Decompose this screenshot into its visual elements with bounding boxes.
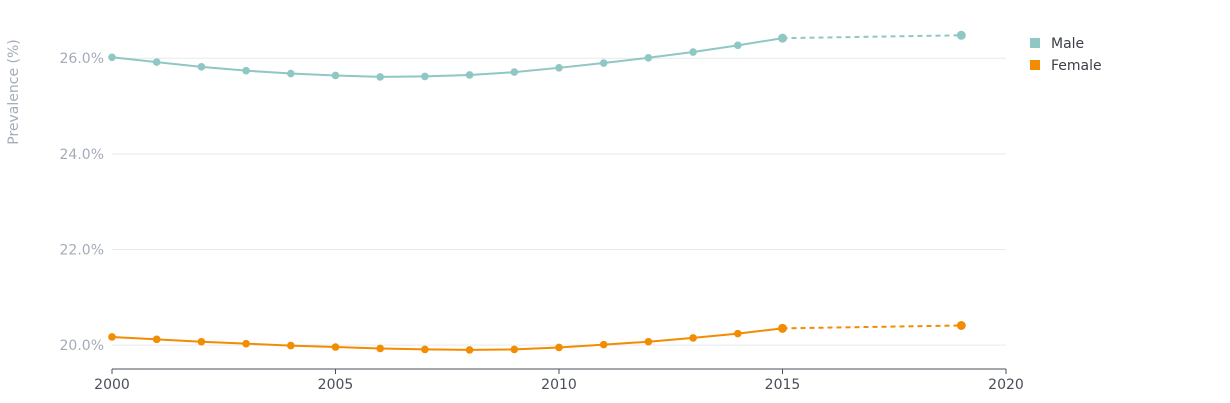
data-point-female[interactable] xyxy=(510,345,519,354)
data-point-female[interactable] xyxy=(778,323,787,333)
data-point-female[interactable] xyxy=(689,334,697,342)
data-point-female[interactable] xyxy=(152,335,161,344)
y-axis-title: Prevalence (%) xyxy=(6,39,22,145)
y-axis-ticks: 20.0% 22.0% 24.0% 26.0% xyxy=(60,51,104,354)
data-point-female[interactable] xyxy=(376,344,385,353)
data-point-female[interactable] xyxy=(331,343,340,351)
data-point-female[interactable] xyxy=(734,329,742,338)
data-point-male[interactable] xyxy=(734,41,742,50)
data-point-male[interactable] xyxy=(242,66,250,75)
x-tick-label: 2010 xyxy=(541,377,577,393)
series-female xyxy=(108,320,966,354)
data-point-male[interactable] xyxy=(108,53,116,62)
series-male xyxy=(108,30,966,81)
legend-swatch-male xyxy=(1030,38,1040,48)
gridlines xyxy=(112,57,1006,346)
series-projection-male xyxy=(782,34,962,40)
data-point-female[interactable] xyxy=(421,345,429,354)
series-line-female xyxy=(111,327,783,351)
data-point-male[interactable] xyxy=(152,58,161,66)
y-tick-label: 20.0% xyxy=(60,338,104,354)
y-tick-label: 22.0% xyxy=(60,242,104,258)
series-line-male xyxy=(111,37,783,78)
series-projection-female xyxy=(782,324,962,330)
data-point-female[interactable] xyxy=(197,337,206,346)
data-point-female[interactable] xyxy=(555,343,563,352)
data-point-male[interactable] xyxy=(376,73,385,81)
legend: Male Female xyxy=(1030,36,1102,74)
data-point-male[interactable] xyxy=(287,69,295,78)
data-point-male[interactable] xyxy=(778,33,787,43)
data-point-female[interactable] xyxy=(108,333,116,341)
x-tick-label: 2020 xyxy=(988,377,1024,393)
legend-swatch-female xyxy=(1030,60,1040,70)
data-point-female[interactable] xyxy=(956,320,966,330)
data-point-male[interactable] xyxy=(331,71,340,80)
x-axis: 2000 2005 2010 2015 2020 xyxy=(94,368,1024,393)
x-tick-label: 2000 xyxy=(94,377,130,393)
data-point-male[interactable] xyxy=(599,59,608,67)
data-point-female[interactable] xyxy=(644,337,653,346)
y-tick-label: 26.0% xyxy=(60,51,104,67)
y-tick-label: 24.0% xyxy=(60,147,104,163)
x-tick-label: 2005 xyxy=(318,377,354,393)
data-point-female[interactable] xyxy=(242,339,250,348)
data-point-male[interactable] xyxy=(197,63,206,71)
data-point-female[interactable] xyxy=(599,340,608,349)
legend-label-female[interactable]: Female xyxy=(1051,58,1102,74)
data-point-male[interactable] xyxy=(644,53,653,62)
data-point-male[interactable] xyxy=(555,64,563,72)
data-point-female[interactable] xyxy=(287,341,295,350)
series-group xyxy=(108,30,966,354)
legend-label-male[interactable]: Male xyxy=(1051,36,1084,52)
x-tick-label: 2015 xyxy=(765,377,801,393)
data-point-male[interactable] xyxy=(510,68,519,76)
data-point-male[interactable] xyxy=(689,48,697,56)
data-point-male[interactable] xyxy=(956,30,966,40)
data-point-male[interactable] xyxy=(421,72,429,81)
data-point-female[interactable] xyxy=(465,346,474,354)
data-point-male[interactable] xyxy=(465,71,474,79)
